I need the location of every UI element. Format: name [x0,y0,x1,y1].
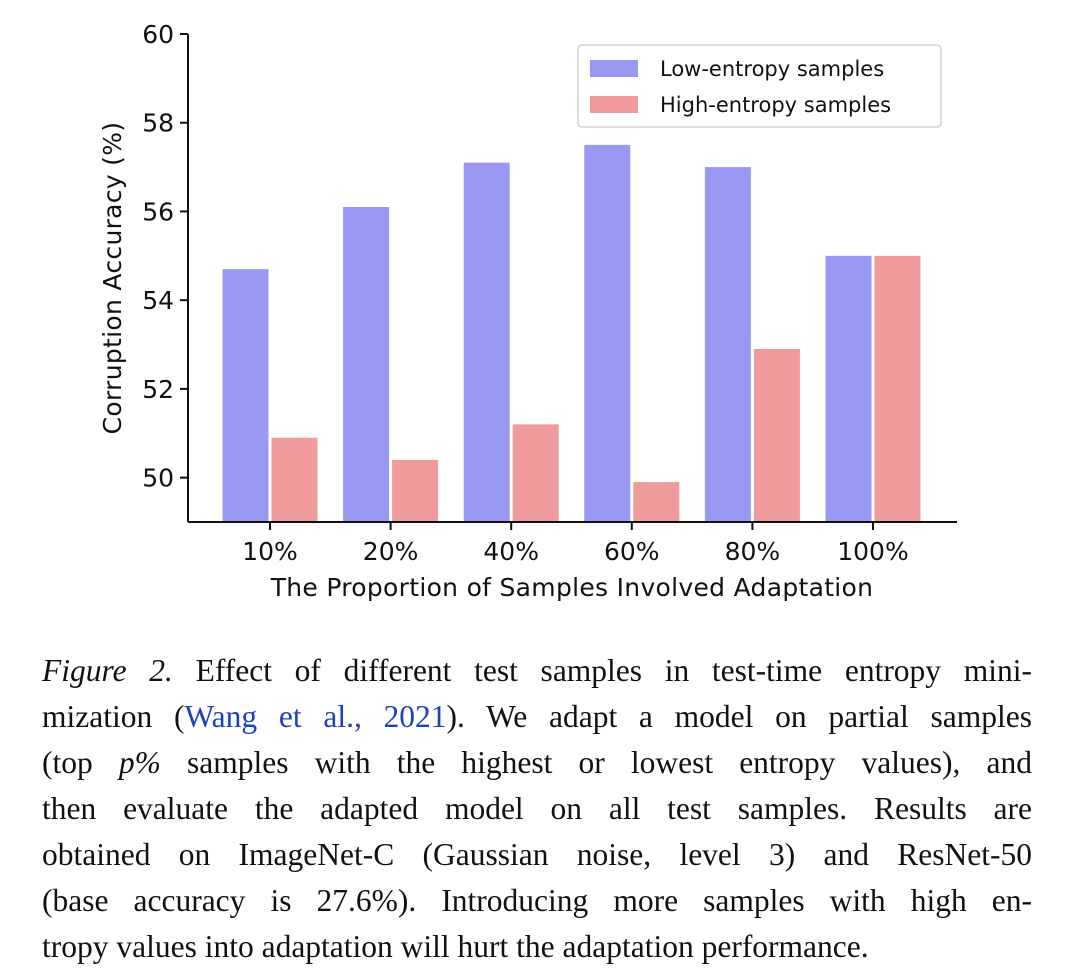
y-tick-label: 50 [142,464,174,493]
bar-high-entropy-1 [392,459,439,522]
bar-high-entropy-0 [271,437,318,522]
x-tick-label: 60% [604,537,660,566]
legend-box [577,44,942,128]
y-tick-label: 58 [142,109,174,138]
bar-low-entropy-4 [704,167,751,522]
legend-label-high-entropy: High-entropy samples [660,93,891,117]
x-axis-title: The Proportion of Samples Involved Adapt… [270,573,874,602]
caption-text: (top [42,745,119,780]
caption-text: mization ( [42,699,185,734]
bar-high-entropy-3 [633,482,680,522]
legend: Low-entropy samples High-entropy samples [577,44,942,128]
x-axis-ticks: 10% 20% 40% 60% 80% 100% [242,522,909,566]
bar-high-entropy-2 [512,424,559,522]
x-tick-label: 100% [837,537,908,566]
bar-group [222,144,921,522]
caption-line: then evaluate the adapted model on all t… [42,791,1032,826]
caption-line: tropy values into adaptation will hurt t… [42,929,869,964]
x-tick-label: 10% [242,537,298,566]
figure-label: Figure 2. [42,653,173,688]
caption-line: Figure 2. Effect of different test sampl… [42,648,1032,694]
figure-caption: Figure 2. Effect of different test sampl… [42,648,1032,970]
caption-text: ). We adapt a model on partial samples [446,699,1033,734]
y-axis-title: Corruption Accuracy (%) [98,122,127,435]
caption-text: Effect of different test samples in test… [172,653,1032,688]
y-axis-ticks: 50 52 54 56 58 60 [142,20,188,493]
caption-line: (top p% samples with the highest or lowe… [42,740,1032,786]
caption-text: samples with the highest or lowest entro… [160,745,1032,780]
legend-swatch-low-entropy [590,60,638,77]
bar-low-entropy-2 [463,162,510,522]
x-tick-label: 20% [363,537,419,566]
bar-low-entropy-5 [825,255,872,522]
legend-swatch-high-entropy [590,96,638,113]
caption-line: (base accuracy is 27.6%). Introducing mo… [42,883,1032,918]
bar-high-entropy-4 [753,348,800,522]
bar-chart: 50 52 54 56 58 60 10% 20% 40% 60% 80% 100% Corrupt… [98,20,957,602]
x-tick-label: 80% [725,537,781,566]
y-tick-label: 56 [142,197,174,226]
caption-line: mization (Wang et al., 2021). We adapt a… [42,694,1032,740]
x-tick-label: 40% [483,537,539,566]
y-tick-label: 60 [142,20,174,49]
math-variable: p% [118,745,161,780]
bar-low-entropy-3 [584,144,631,522]
bar-high-entropy-5 [874,255,921,522]
bar-low-entropy-1 [343,207,390,522]
bar-low-entropy-0 [222,269,269,522]
legend-label-low-entropy: Low-entropy samples [660,57,884,81]
citation-link[interactable]: Wang et al., 2021 [184,699,447,734]
y-tick-label: 52 [142,375,174,404]
y-tick-label: 54 [142,286,174,315]
caption-line: obtained on ImageNet-C (Gaussian noise, … [42,837,1032,872]
